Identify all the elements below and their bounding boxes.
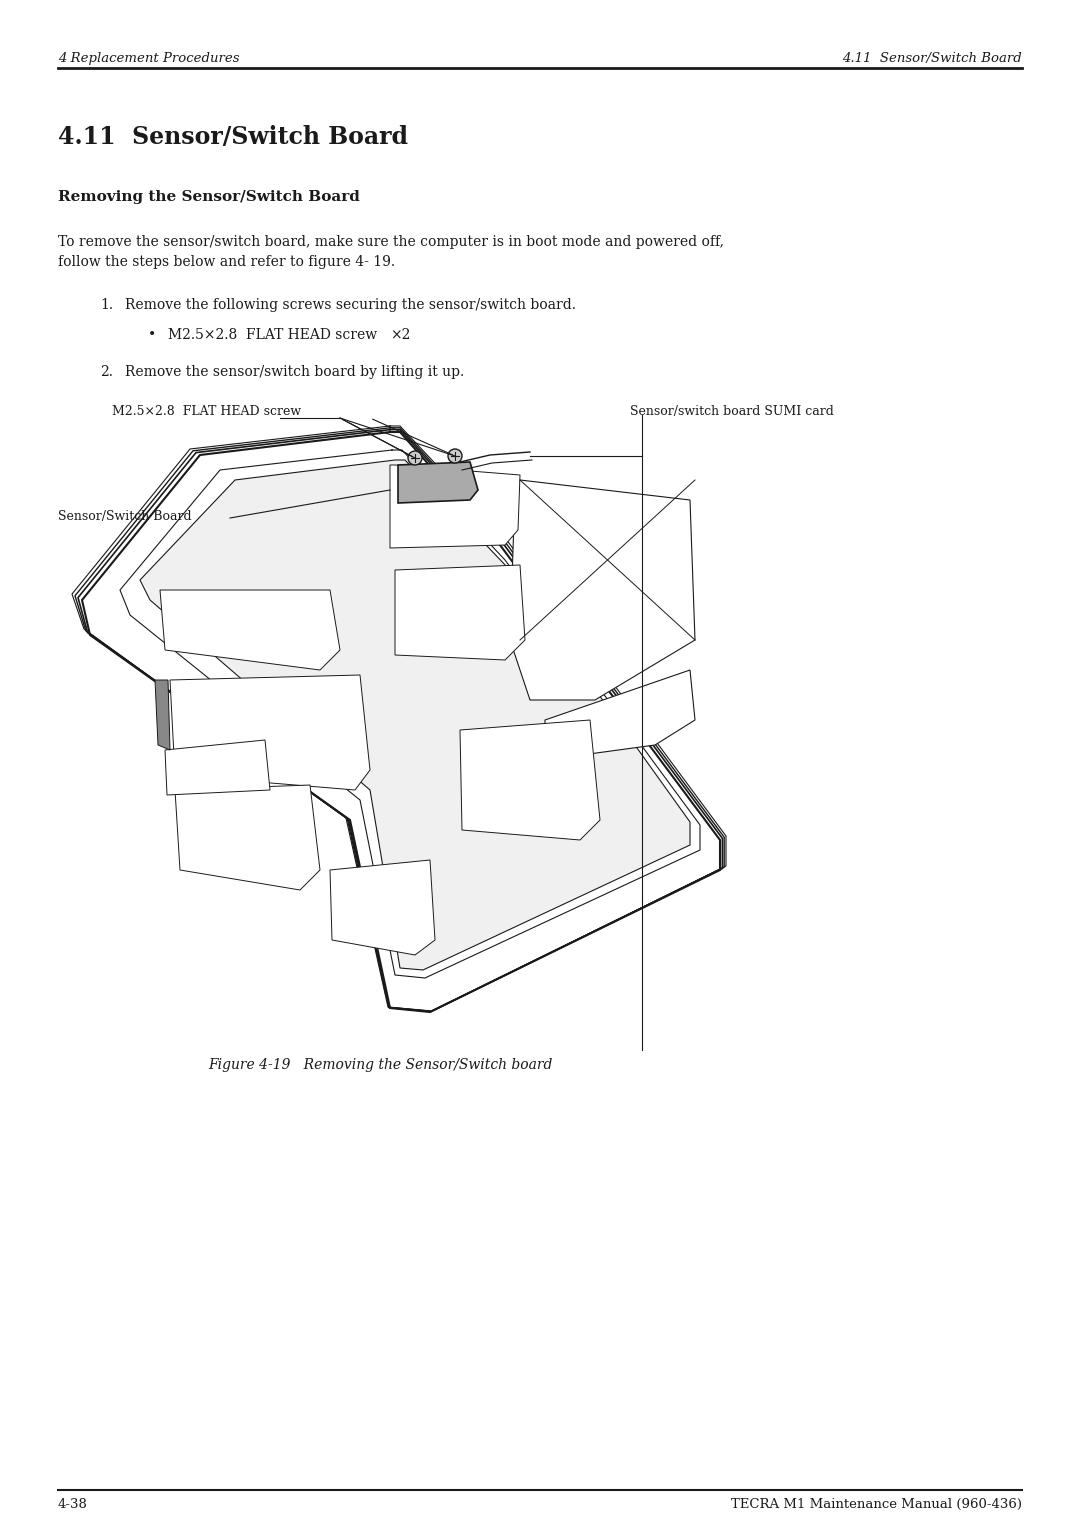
- Text: Remove the following screws securing the sensor/switch board.: Remove the following screws securing the…: [125, 297, 576, 313]
- Polygon shape: [165, 740, 270, 795]
- Polygon shape: [140, 461, 690, 970]
- Polygon shape: [399, 462, 478, 503]
- Polygon shape: [545, 669, 696, 759]
- Text: ×2: ×2: [390, 328, 410, 342]
- Text: Removing the Sensor/Switch Board: Removing the Sensor/Switch Board: [58, 191, 360, 204]
- Text: M2.5×2.8  FLAT HEAD screw: M2.5×2.8 FLAT HEAD screw: [168, 328, 377, 342]
- Text: 2.: 2.: [100, 364, 113, 380]
- Polygon shape: [175, 785, 320, 891]
- Text: 4.11  Sensor/Switch Board: 4.11 Sensor/Switch Board: [842, 52, 1022, 66]
- Text: •: •: [148, 328, 157, 342]
- Text: Sensor/Switch Board: Sensor/Switch Board: [58, 509, 191, 523]
- Polygon shape: [156, 680, 170, 750]
- Polygon shape: [82, 432, 720, 1013]
- Text: Remove the sensor/switch board by lifting it up.: Remove the sensor/switch board by liftin…: [125, 364, 464, 380]
- Text: Sensor/switch board SUMI card: Sensor/switch board SUMI card: [630, 406, 834, 418]
- Circle shape: [408, 451, 422, 465]
- Text: Figure 4-19   Removing the Sensor/Switch board: Figure 4-19 Removing the Sensor/Switch b…: [207, 1058, 552, 1072]
- Polygon shape: [395, 564, 525, 660]
- Text: M2.5×2.8  FLAT HEAD screw: M2.5×2.8 FLAT HEAD screw: [112, 406, 301, 418]
- Text: 4-38: 4-38: [58, 1498, 87, 1511]
- Text: 1.: 1.: [100, 297, 113, 313]
- Circle shape: [448, 448, 462, 464]
- Text: 4.11  Sensor/Switch Board: 4.11 Sensor/Switch Board: [58, 125, 408, 149]
- Polygon shape: [390, 465, 519, 547]
- Text: 4 Replacement Procedures: 4 Replacement Procedures: [58, 52, 240, 66]
- Text: follow the steps below and refer to figure 4- 19.: follow the steps below and refer to figu…: [58, 255, 395, 268]
- Polygon shape: [160, 590, 340, 669]
- Polygon shape: [460, 720, 600, 840]
- Text: TECRA M1 Maintenance Manual (960-436): TECRA M1 Maintenance Manual (960-436): [731, 1498, 1022, 1511]
- Polygon shape: [510, 480, 696, 700]
- Polygon shape: [170, 676, 370, 790]
- Text: To remove the sensor/switch board, make sure the computer is in boot mode and po: To remove the sensor/switch board, make …: [58, 235, 724, 249]
- Polygon shape: [330, 860, 435, 955]
